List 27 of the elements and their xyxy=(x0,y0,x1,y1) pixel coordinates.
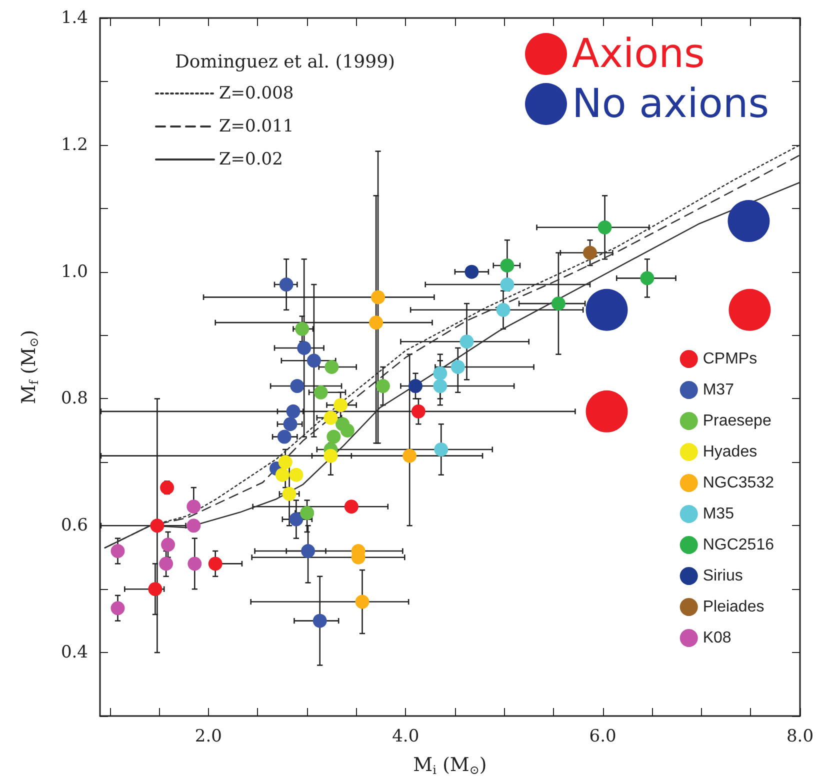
x-tick-label: 8.0 xyxy=(786,726,814,746)
y-tick-label: 1.2 xyxy=(60,134,88,155)
legend-label: Z=0.008 xyxy=(219,84,294,104)
legend-label: CPMPs xyxy=(702,350,758,368)
legend-title: Dominguez et al. (1999) xyxy=(175,52,396,72)
legend-label: K08 xyxy=(702,630,732,646)
y-axis-title: Mf (M⊙) xyxy=(18,330,41,404)
y-tick-label: 0.4 xyxy=(60,642,88,663)
y-tick-label: 0.6 xyxy=(60,516,88,536)
legend-label: Hyades xyxy=(702,444,758,460)
legend-label: Z=0.02 xyxy=(219,150,283,170)
legend-label: Z=0.011 xyxy=(219,116,294,136)
y-tick-label: 0.8 xyxy=(60,388,88,409)
legend-label: Praesepe xyxy=(702,412,772,430)
legend-label: Axions xyxy=(572,31,705,77)
y-tick-label: 1.4 xyxy=(60,8,88,28)
legend-label: Pleiades xyxy=(702,598,764,616)
y-tick-label: 1.0 xyxy=(60,262,88,282)
legend-label: M37 xyxy=(702,382,734,398)
legend-label: Sirius xyxy=(702,568,743,584)
x-tick-label: 4.0 xyxy=(392,726,420,746)
legend-label: M35 xyxy=(702,506,734,522)
legend-label: NGC3532 xyxy=(702,474,774,492)
legend-label: NGC2516 xyxy=(702,536,774,554)
x-tick-label: 2.0 xyxy=(194,726,222,746)
legend-label: No axions xyxy=(572,81,770,127)
x-tick-label: 6.0 xyxy=(589,726,616,746)
